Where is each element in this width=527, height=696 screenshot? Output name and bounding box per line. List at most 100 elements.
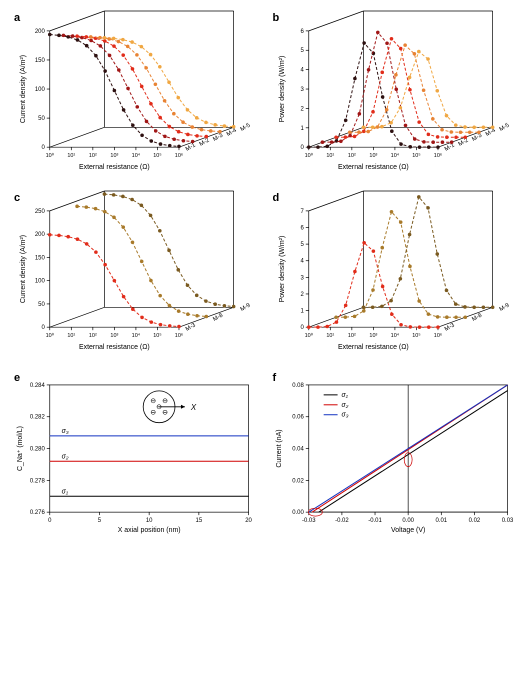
svg-text:10¹: 10¹ — [326, 153, 334, 159]
svg-text:10²: 10² — [89, 153, 97, 159]
svg-text:External resistance (Ω): External resistance (Ω) — [79, 344, 150, 351]
svg-text:0.284: 0.284 — [30, 383, 46, 389]
svg-text:4: 4 — [300, 259, 304, 265]
svg-text:σ₃: σ₃ — [341, 412, 348, 419]
panel-label: b — [273, 12, 280, 24]
svg-text:15: 15 — [196, 518, 203, 524]
svg-text:10¹: 10¹ — [326, 333, 334, 339]
panel-label: e — [14, 372, 20, 384]
svg-text:10⁵: 10⁵ — [153, 332, 161, 339]
svg-text:M-5: M-5 — [498, 122, 510, 133]
svg-text:6: 6 — [300, 225, 304, 231]
svg-text:⊖: ⊖ — [162, 398, 168, 405]
svg-text:0.08: 0.08 — [292, 383, 304, 389]
panel-f: f-0.03-0.02-0.010.000.010.020.030.000.02… — [269, 370, 518, 540]
svg-text:0: 0 — [41, 325, 45, 331]
svg-text:10⁰: 10⁰ — [304, 333, 312, 339]
svg-text:10⁰: 10⁰ — [46, 153, 54, 159]
svg-text:0: 0 — [48, 518, 52, 524]
panel-label: a — [14, 12, 20, 24]
svg-text:0: 0 — [300, 145, 304, 151]
svg-text:50: 50 — [38, 116, 45, 122]
svg-text:-0.01: -0.01 — [368, 518, 382, 524]
svg-text:M-8: M-8 — [212, 312, 224, 323]
svg-text:σ₂: σ₂ — [341, 402, 348, 409]
svg-text:250: 250 — [35, 209, 46, 215]
svg-text:3: 3 — [300, 275, 304, 281]
svg-text:10⁴: 10⁴ — [132, 152, 141, 159]
svg-text:0.01: 0.01 — [435, 518, 447, 524]
svg-text:10³: 10³ — [110, 333, 118, 339]
svg-text:X: X — [190, 403, 197, 412]
svg-text:0: 0 — [300, 325, 304, 331]
svg-text:200: 200 — [35, 232, 46, 238]
svg-text:Voltage (V): Voltage (V) — [390, 527, 424, 534]
svg-text:Current (nA): Current (nA) — [275, 429, 282, 467]
svg-text:100: 100 — [35, 279, 46, 285]
svg-text:Current density (A/m²): Current density (A/m²) — [20, 55, 27, 123]
panel-b: b012345610⁰10¹10²10³10⁴10⁵10⁶M-1M-2M-3M-… — [269, 10, 518, 180]
svg-text:M-1: M-1 — [185, 142, 197, 153]
svg-text:10⁶: 10⁶ — [433, 152, 441, 159]
chart-a: 05010015020010⁰10¹10²10³10⁴10⁵10⁶M-1M-2M… — [10, 10, 259, 180]
svg-text:150: 150 — [35, 255, 46, 261]
svg-text:0.02: 0.02 — [292, 478, 304, 484]
svg-text:0.06: 0.06 — [292, 415, 304, 421]
svg-text:C_Na⁺ (mol/L): C_Na⁺ (mol/L) — [17, 426, 24, 471]
svg-text:M-5: M-5 — [240, 122, 252, 133]
svg-text:X axial position (nm): X axial position (nm) — [118, 527, 181, 534]
svg-text:-0.03: -0.03 — [301, 518, 315, 524]
svg-text:0.00: 0.00 — [292, 510, 304, 516]
svg-text:0: 0 — [41, 145, 45, 151]
svg-text:4: 4 — [300, 68, 304, 74]
svg-text:External resistance (Ω): External resistance (Ω) — [338, 344, 409, 351]
svg-text:10¹: 10¹ — [67, 333, 75, 339]
svg-text:10: 10 — [146, 518, 153, 524]
svg-text:M-4: M-4 — [226, 127, 238, 138]
svg-text:M-1: M-1 — [443, 142, 455, 153]
svg-text:M-3: M-3 — [185, 322, 197, 333]
svg-text:10⁰: 10⁰ — [304, 153, 312, 159]
svg-text:10³: 10³ — [369, 153, 377, 159]
svg-text:10¹: 10¹ — [67, 153, 75, 159]
svg-text:10⁵: 10⁵ — [412, 152, 420, 159]
svg-text:M-8: M-8 — [471, 312, 483, 323]
svg-text:1: 1 — [300, 309, 304, 315]
panel-d: d0123456710⁰10¹10²10³10⁴10⁵10⁶M-3M-8M-9P… — [269, 190, 518, 360]
svg-text:M-3: M-3 — [443, 322, 455, 333]
svg-text:M-9: M-9 — [498, 302, 510, 313]
svg-text:0.276: 0.276 — [30, 510, 46, 516]
chart-e: 0.2760.2780.2800.2820.28405101520C_Na⁺ (… — [10, 370, 259, 540]
svg-text:0.02: 0.02 — [468, 518, 480, 524]
svg-text:100: 100 — [35, 87, 46, 93]
chart-f: -0.03-0.02-0.010.000.010.020.030.000.020… — [269, 370, 518, 540]
svg-text:10³: 10³ — [369, 333, 377, 339]
svg-text:10²: 10² — [347, 153, 355, 159]
svg-text:50: 50 — [38, 302, 45, 308]
svg-text:10²: 10² — [89, 333, 97, 339]
svg-text:10⁴: 10⁴ — [390, 152, 399, 159]
svg-text:10⁵: 10⁵ — [153, 152, 161, 159]
svg-text:0.00: 0.00 — [402, 518, 414, 524]
chart-b: 012345610⁰10¹10²10³10⁴10⁵10⁶M-1M-2M-3M-4… — [269, 10, 518, 180]
panel-label: f — [273, 372, 277, 384]
svg-text:10⁶: 10⁶ — [175, 152, 183, 159]
svg-text:0.280: 0.280 — [30, 447, 46, 453]
chart-d: 0123456710⁰10¹10²10³10⁴10⁵10⁶M-3M-8M-9Po… — [269, 190, 518, 360]
panel-label: d — [273, 192, 280, 204]
panel-label: c — [14, 192, 20, 204]
panel-e: e0.2760.2780.2800.2820.28405101520C_Na⁺ … — [10, 370, 259, 540]
svg-text:0.04: 0.04 — [292, 447, 304, 453]
svg-text:200: 200 — [35, 29, 46, 35]
panel-a: a05010015020010⁰10¹10²10³10⁴10⁵10⁶M-1M-2… — [10, 10, 259, 180]
svg-text:⊖: ⊖ — [150, 410, 156, 417]
svg-text:10⁴: 10⁴ — [132, 332, 141, 339]
svg-text:1: 1 — [300, 126, 304, 132]
svg-text:10⁵: 10⁵ — [412, 332, 420, 339]
chart-c: 05010015020025010⁰10¹10²10³10⁴10⁵10⁶M-3M… — [10, 190, 259, 360]
svg-text:5: 5 — [300, 48, 304, 54]
svg-text:0.03: 0.03 — [501, 518, 513, 524]
svg-text:10⁰: 10⁰ — [46, 333, 54, 339]
svg-text:M-3: M-3 — [471, 132, 483, 143]
svg-text:10³: 10³ — [110, 153, 118, 159]
